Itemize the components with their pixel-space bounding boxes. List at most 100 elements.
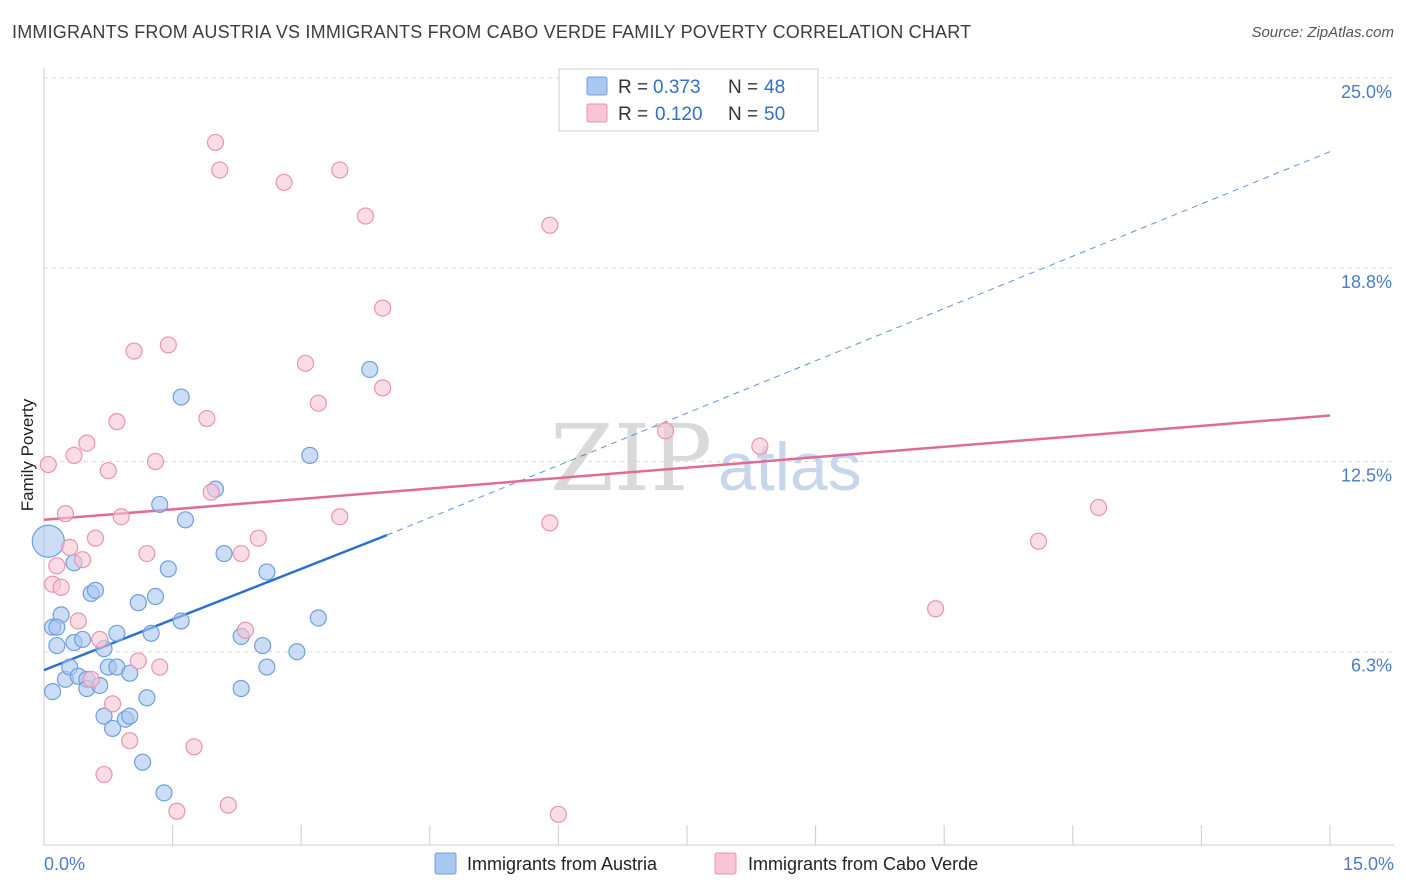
point-series1-47 — [751, 437, 769, 455]
source-label: Source: ZipAtlas.com — [1251, 24, 1394, 41]
point-series0-44 — [309, 609, 327, 627]
point-series0-46 — [48, 618, 66, 636]
point-series1-36 — [296, 354, 315, 372]
point-series0-33 — [172, 612, 190, 630]
legend-swatch-austria — [586, 76, 608, 96]
point-series1-3 — [52, 578, 70, 596]
legend-r-label-caboverde: R = — [618, 104, 648, 125]
point-series1-21 — [138, 544, 156, 563]
point-series0-40 — [258, 658, 276, 676]
point-series1-11 — [86, 529, 105, 547]
point-series1-22 — [146, 452, 165, 471]
point-series1-18 — [121, 732, 139, 750]
point-series0-0 — [31, 524, 65, 558]
point-series0-18 — [103, 719, 122, 738]
legend-n-label-austria: N = — [728, 77, 758, 98]
point-series0-19 — [108, 624, 126, 642]
point-series1-37 — [309, 394, 327, 412]
point-series0-45 — [361, 360, 379, 379]
point-series1-39 — [331, 161, 349, 179]
point-series1-27 — [198, 409, 216, 428]
grid-lines — [44, 77, 1394, 653]
point-series1-5 — [61, 538, 79, 557]
trend-line-austria — [43, 533, 388, 672]
point-series1-44 — [541, 514, 559, 532]
point-series1-40 — [356, 207, 375, 225]
point-series1-34 — [249, 529, 267, 547]
point-series0-41 — [258, 563, 276, 581]
point-series1-16 — [108, 413, 126, 431]
y-tick-label-1: 12.5% — [1341, 466, 1392, 486]
point-series1-20 — [129, 652, 147, 670]
point-series1-4 — [56, 505, 75, 523]
series-legend-swatch-austria — [434, 852, 457, 875]
legend-r-label-austria: R = — [618, 77, 648, 98]
series-legend-label-austria: Immigrants from Austria — [467, 854, 658, 874]
point-series1-35 — [275, 173, 293, 191]
point-series0-42 — [288, 643, 306, 661]
point-series1-29 — [206, 133, 225, 152]
point-series1-6 — [65, 446, 83, 464]
point-series0-23 — [121, 707, 139, 725]
point-series0-9 — [73, 630, 92, 649]
series-legend-label-caboverde: Immigrants from Cabo Verde — [748, 854, 978, 874]
point-series1-14 — [99, 462, 117, 480]
point-series1-48 — [927, 600, 945, 618]
axes — [43, 68, 1394, 846]
point-series0-26 — [138, 689, 156, 707]
watermark: ZIP atlas — [550, 405, 862, 512]
point-series1-43 — [549, 805, 568, 823]
chart-title: IMMIGRANTS FROM AUSTRIA VS IMMIGRANTS FR… — [12, 22, 972, 42]
point-series1-45 — [541, 216, 559, 234]
point-series1-19 — [125, 342, 143, 360]
point-series0-24 — [129, 594, 147, 612]
data-points — [31, 133, 1108, 823]
x-tick-label-left: 0.0% — [44, 854, 85, 874]
point-series1-32 — [236, 621, 255, 639]
point-series1-10 — [82, 670, 100, 688]
point-series1-46 — [656, 422, 675, 440]
point-series1-30 — [211, 161, 229, 179]
point-series1-26 — [185, 738, 203, 756]
series-legend: Immigrants from Austria Immigrants from … — [434, 852, 978, 875]
point-series0-47 — [43, 682, 62, 701]
trend-line-austria-extension — [386, 151, 1331, 536]
legend-n-label-caboverde: N = — [728, 104, 758, 125]
watermark-zip: ZIP — [550, 405, 712, 512]
point-series1-2 — [48, 557, 66, 575]
point-series0-32 — [172, 388, 190, 406]
point-series1-33 — [232, 544, 250, 563]
y-tick-label-0: 6.3% — [1351, 656, 1392, 676]
legend-n-value-caboverde: 50 — [764, 104, 785, 125]
point-series0-34 — [176, 511, 195, 529]
legend-swatch-caboverde — [586, 103, 608, 123]
point-series0-39 — [254, 636, 272, 655]
point-series1-31 — [219, 796, 237, 814]
point-series1-41 — [374, 299, 392, 317]
legend-n-value-austria: 48 — [764, 77, 785, 98]
point-series0-25 — [133, 753, 152, 771]
point-series1-7 — [69, 612, 87, 630]
point-series1-28 — [202, 483, 220, 501]
correlation-legend: R = 0.373 N = 48 R = 0.120 N = 50 — [558, 68, 819, 132]
point-series0-2 — [48, 636, 66, 655]
tick-labels: 6.3% 12.5% 18.8% 25.0% 0.0% 15.0% — [44, 82, 1394, 874]
point-series0-16 — [95, 707, 113, 725]
point-series1-24 — [159, 336, 177, 354]
point-series1-12 — [91, 630, 109, 649]
point-series0-43 — [301, 446, 319, 464]
point-series0-28 — [146, 587, 165, 606]
point-series1-13 — [95, 765, 113, 784]
legend-r-value-caboverde: 0.120 — [655, 104, 703, 125]
point-series1-15 — [103, 695, 122, 713]
point-series0-30 — [155, 784, 173, 802]
y-tick-label-3: 25.0% — [1341, 82, 1392, 102]
trend-line-caboverde — [43, 414, 1331, 522]
point-series0-36 — [215, 544, 233, 563]
point-series1-0 — [39, 455, 57, 474]
point-series1-49 — [1029, 532, 1048, 550]
legend-r-value-austria: 0.373 — [653, 77, 701, 98]
point-series1-38 — [331, 508, 349, 526]
series-legend-swatch-caboverde — [714, 852, 737, 875]
